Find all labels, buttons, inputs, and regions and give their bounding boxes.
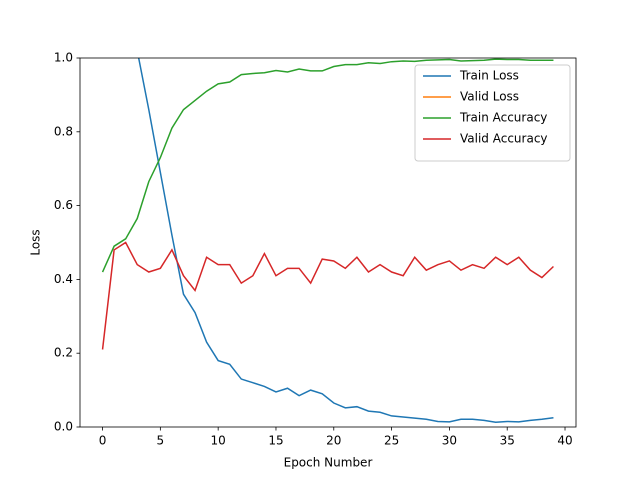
x-tick-label: 35 xyxy=(500,434,515,448)
y-tick-label: 1.0 xyxy=(54,51,73,65)
x-tick-label: 5 xyxy=(157,434,165,448)
y-axis-label: Loss xyxy=(29,229,43,255)
x-tick-label: 0 xyxy=(99,434,107,448)
legend-label: Valid Loss xyxy=(460,90,519,104)
x-tick-label: 15 xyxy=(268,434,283,448)
y-tick-label: 0.4 xyxy=(54,272,73,286)
x-tick-label: 40 xyxy=(557,434,572,448)
y-tick-label: 0.6 xyxy=(54,198,73,212)
x-axis-label: Epoch Number xyxy=(284,456,373,470)
plot-area xyxy=(101,58,554,423)
data-line xyxy=(101,58,554,273)
y-tick-label: 0.8 xyxy=(54,124,73,138)
legend-label: Train Loss xyxy=(459,69,519,83)
data-line xyxy=(101,241,554,350)
legend-label: Train Accuracy xyxy=(459,111,547,125)
axes-frame xyxy=(79,57,577,428)
x-tick-label: 25 xyxy=(384,434,399,448)
x-tick-label: 20 xyxy=(326,434,341,448)
data-line xyxy=(137,58,554,423)
x-tick-label: 10 xyxy=(211,434,226,448)
legend-label: Valid Accuracy xyxy=(460,132,548,146)
y-tick-label: 0.0 xyxy=(54,420,73,434)
legend-box xyxy=(414,64,571,162)
y-tick-label: 0.2 xyxy=(54,346,73,360)
x-tick-label: 30 xyxy=(442,434,457,448)
